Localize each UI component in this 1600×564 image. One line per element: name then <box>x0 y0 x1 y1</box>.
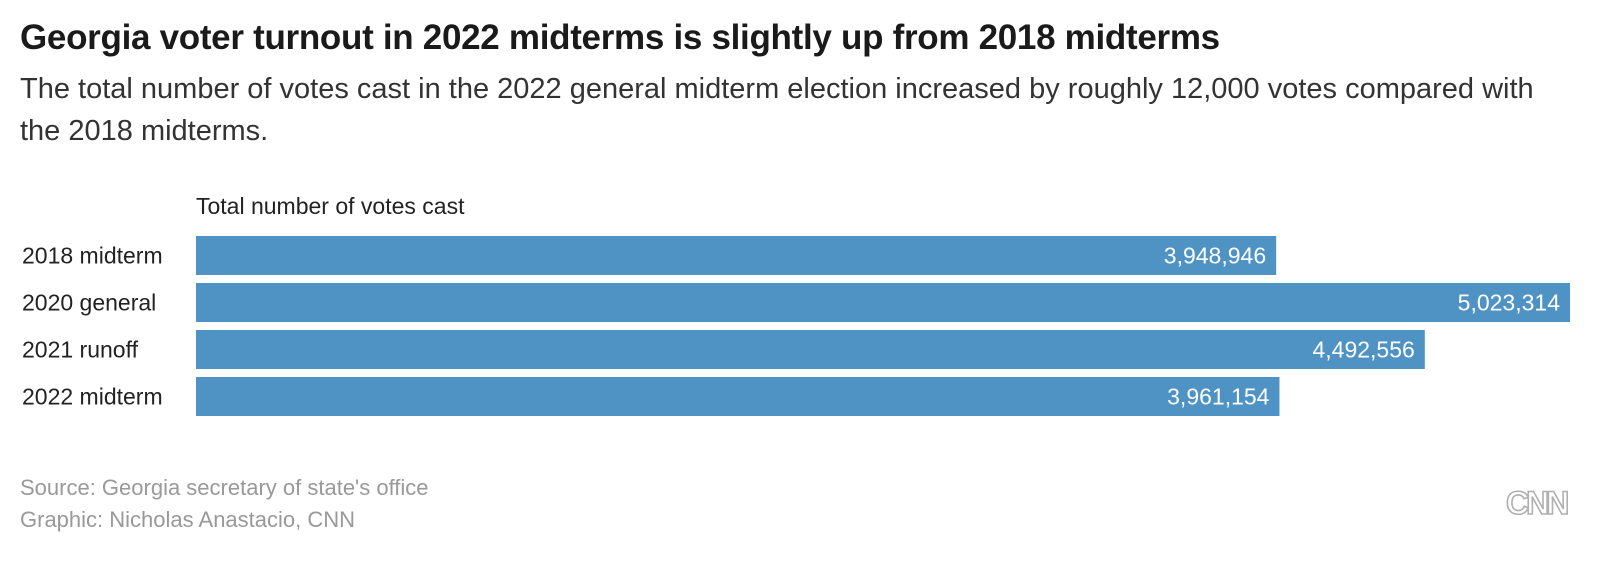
bar <box>196 283 1570 322</box>
bar-value-label: 5,023,314 <box>1458 290 1561 316</box>
category-label: 2018 midterm <box>22 243 163 269</box>
chart-title: Georgia voter turnout in 2022 midterms i… <box>20 18 1220 57</box>
bar-value-label: 3,961,154 <box>1167 384 1270 410</box>
category-label: 2021 runoff <box>22 337 139 363</box>
series-label: Total number of votes cast <box>196 193 465 219</box>
bar-value-label: 3,948,946 <box>1164 243 1266 269</box>
graphic-credit: Graphic: Nicholas Anastacio, CNN <box>20 507 356 532</box>
category-label: 2020 general <box>22 290 156 316</box>
svg-text:CNN: CNN <box>1506 486 1567 520</box>
bar-value-label: 4,492,556 <box>1312 337 1414 363</box>
cnn-logo-icon: CNN <box>1506 486 1571 520</box>
bar <box>196 330 1425 369</box>
source-credits: Source: Georgia secretary of state's off… <box>20 472 429 536</box>
source-text: Source: Georgia secretary of state's off… <box>20 475 429 500</box>
chart-subtitle: The total number of votes cast in the 20… <box>20 73 1534 147</box>
bar <box>196 236 1277 275</box>
category-label: 2022 midterm <box>22 384 163 410</box>
bar <box>196 377 1280 416</box>
bar-chart: 2018 midterm 3,948,946 2020 general 5,023,3… <box>22 236 1570 416</box>
